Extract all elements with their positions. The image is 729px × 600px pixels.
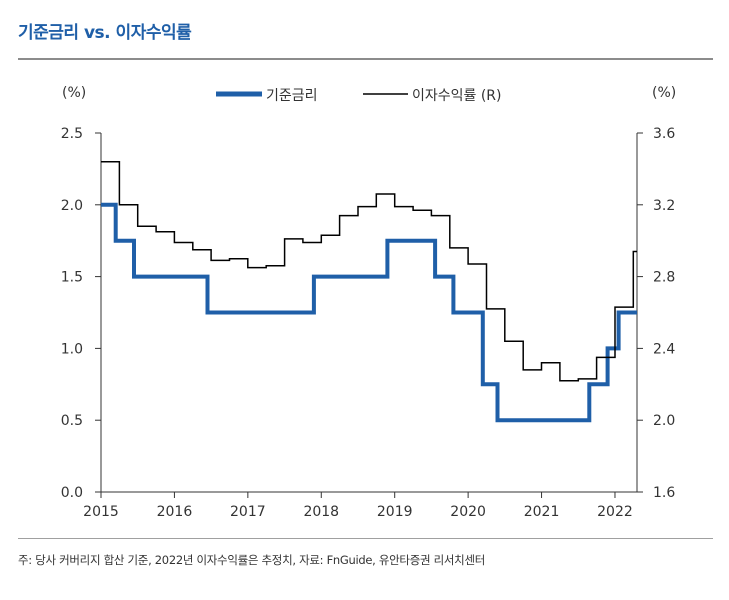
right-tick-label: 3.6	[653, 126, 675, 142]
tick-labels: 0.0 0.5 1.0 1.5 2.0 2.5 1.6 2.0 2.4 2.8 3.2 3.6 2015…	[61, 126, 676, 520]
left-tick-label: 0.5	[61, 413, 83, 429]
x-tick-label: 2020	[450, 504, 486, 520]
x-tick-label: 2021	[524, 504, 560, 520]
legend-label-base-rate: 기준금리	[266, 88, 318, 104]
left-axis-unit: (%)	[62, 85, 86, 101]
legend-label-yield: 이자수익률 (R)	[412, 88, 502, 104]
left-tick-label: 2.0	[61, 198, 83, 214]
x-tick-label: 2017	[230, 504, 266, 520]
right-tick-label: 1.6	[653, 485, 675, 501]
right-tick-label: 2.0	[653, 413, 675, 429]
x-tick-label: 2022	[597, 504, 633, 520]
series-lines	[101, 160, 637, 423]
x-tick-label: 2018	[303, 504, 339, 520]
title-divider	[18, 58, 713, 60]
right-axis-unit: (%)	[652, 85, 676, 101]
x-tick-label: 2016	[157, 504, 193, 520]
series-line-yield	[101, 160, 637, 382]
left-tick-label: 1.0	[61, 341, 83, 357]
legend: 기준금리 이자수익률 (R)	[216, 88, 502, 104]
left-tick-label: 2.5	[61, 126, 83, 142]
left-tick-label: 1.5	[61, 270, 83, 286]
right-tick-label: 2.4	[653, 341, 675, 357]
source-note: 주: 당사 커버리지 합산 기준, 2022년 이자수익률은 추정치, 자료: …	[18, 553, 486, 567]
right-tick-label: 3.2	[653, 198, 675, 214]
footer-divider	[18, 538, 713, 539]
right-tick-label: 2.8	[653, 270, 675, 286]
left-tick-label: 0.0	[61, 485, 83, 501]
axes	[95, 132, 643, 498]
series-line-base-rate	[101, 202, 637, 423]
x-tick-label: 2019	[377, 504, 413, 520]
x-tick-label: 2015	[83, 504, 119, 520]
chart-title: 기준금리 vs. 이자수익률	[18, 23, 192, 43]
